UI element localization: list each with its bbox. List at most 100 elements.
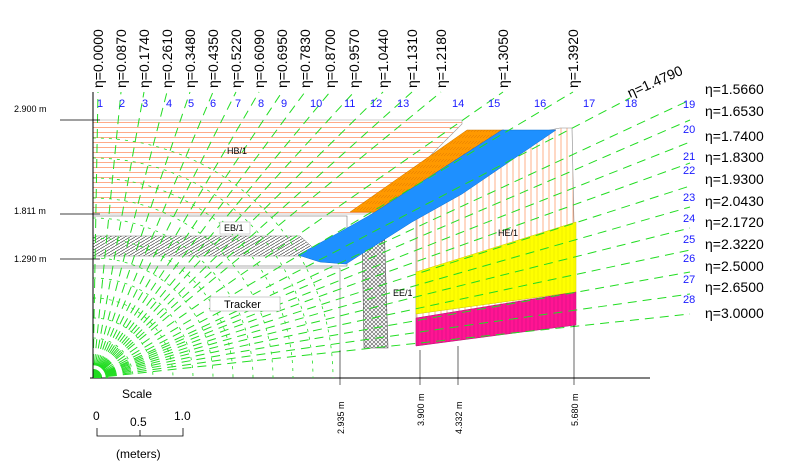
eta-right-label: η=1.9300 bbox=[705, 171, 764, 187]
top-eta-labels: η=0.0000 η=0.0870 η=0.1740 η=0.2610 η=0.3480… bbox=[90, 29, 581, 88]
eb-label-box bbox=[219, 221, 251, 235]
eta-line bbox=[92, 91, 145, 378]
z-dims: 2.935 m 3.900 m 4.332 m 5.680 m bbox=[336, 325, 580, 434]
eta-top-label: η=0.9570 bbox=[346, 29, 362, 88]
dim-3900: 3.900 m bbox=[416, 393, 426, 426]
eta-top-label: η=1.3050 bbox=[495, 29, 511, 88]
tracker-layer-arc bbox=[92, 217, 254, 378]
ee-label: EE/1 bbox=[393, 288, 413, 298]
tower-number: 18 bbox=[625, 98, 637, 110]
tower-number: 7 bbox=[235, 98, 241, 110]
eta-line bbox=[92, 313, 691, 378]
tracker-label-box bbox=[209, 296, 281, 312]
magenta-region bbox=[415, 291, 577, 347]
right-eta-labels: η=1.5660 η=1.6530 η=1.7400 η=1.8300 η=1.9300… bbox=[705, 81, 764, 321]
eta-right-label: η=2.1720 bbox=[705, 214, 764, 230]
eta-top-label: η=0.0870 bbox=[113, 29, 129, 88]
eta-top-label: η=0.6950 bbox=[274, 29, 290, 88]
eta-top-label: η=0.7830 bbox=[297, 29, 313, 88]
tower-number: 21 bbox=[683, 151, 695, 163]
eta-right-label: η=2.6500 bbox=[705, 279, 764, 295]
eta-line bbox=[92, 97, 631, 378]
tracker-layer-arc bbox=[92, 197, 274, 378]
eta-right-label: η=2.5000 bbox=[705, 258, 764, 274]
eta-line bbox=[92, 91, 260, 378]
scale-tick-0: 0 bbox=[93, 409, 100, 423]
tracker-outline bbox=[93, 267, 341, 350]
tower-number: 4 bbox=[166, 98, 172, 110]
eta-top-label: η=0.8700 bbox=[322, 29, 338, 88]
left-axis bbox=[60, 92, 100, 378]
tower-number: 14 bbox=[452, 98, 464, 110]
eta-right-label: η=1.8300 bbox=[705, 149, 764, 165]
tracker-layer-arc bbox=[92, 277, 194, 378]
tower-number: 9 bbox=[281, 98, 287, 110]
eta-top-label: η=1.0440 bbox=[375, 29, 391, 88]
tower-number: 6 bbox=[210, 98, 216, 110]
tower-numbers: 1 2 3 4 5 6 7 8 9 10 11 12 13 14 15 16 17 18 1920212223242… bbox=[97, 98, 695, 306]
eta-line bbox=[92, 91, 122, 378]
tower-number: 2 bbox=[119, 98, 125, 110]
tower-number: 1 bbox=[97, 98, 103, 110]
tower-number: 17 bbox=[583, 98, 595, 110]
eta-right-label: η=2.3220 bbox=[705, 236, 764, 252]
tracker-layer-arc bbox=[92, 317, 154, 378]
eta-line bbox=[92, 91, 331, 378]
eta-line bbox=[92, 271, 691, 378]
tower-number: 16 bbox=[534, 98, 546, 110]
eta-right-label: η=1.5660 bbox=[705, 81, 764, 97]
eta-top-label: η=0.6090 bbox=[251, 29, 267, 88]
tracker-layer-arc bbox=[92, 157, 314, 378]
dim-5680: 5.680 m bbox=[570, 393, 580, 426]
eta-line bbox=[92, 91, 168, 378]
dim-2900: 2.900 m bbox=[14, 104, 47, 114]
eta-line bbox=[92, 141, 691, 378]
eta-right-label: η=3.0000 bbox=[705, 305, 764, 321]
eta-lines bbox=[92, 91, 691, 378]
tower-number: 28 bbox=[683, 294, 695, 306]
tower-number: 8 bbox=[258, 98, 264, 110]
hb-label: HB/1 bbox=[227, 146, 247, 156]
tower-number: 12 bbox=[370, 98, 382, 110]
detector-regions bbox=[90, 119, 650, 379]
eta-line bbox=[92, 91, 384, 378]
tower-number: 25 bbox=[683, 234, 695, 246]
eta-line bbox=[92, 91, 237, 378]
scale-tick-1: 1.0 bbox=[174, 409, 191, 423]
tower-number: 15 bbox=[488, 98, 500, 110]
eta-line bbox=[92, 91, 99, 378]
eta-line bbox=[92, 91, 442, 378]
eta-top-label: η=0.3480 bbox=[182, 29, 198, 88]
scale-tick-05: 0.5 bbox=[130, 415, 147, 429]
eta-right-label: η=2.0430 bbox=[705, 193, 764, 209]
eta-top-label: η=1.1310 bbox=[404, 29, 420, 88]
eta-top-label: η=1.2180 bbox=[433, 29, 449, 88]
eta-top-label: η=0.4350 bbox=[205, 29, 221, 88]
tracker-label: Tracker bbox=[224, 299, 261, 311]
eta-diagonal-label: η=1.4790 bbox=[625, 62, 685, 101]
eta-line bbox=[92, 162, 691, 378]
dim-1811: 1.811 m bbox=[14, 206, 46, 216]
tracker-layer-arc bbox=[92, 137, 334, 378]
tower-number: 5 bbox=[188, 98, 194, 110]
tower-number: 22 bbox=[683, 165, 695, 177]
eta-line bbox=[92, 91, 355, 378]
tower-number: 13 bbox=[397, 98, 409, 110]
eta-line bbox=[92, 119, 691, 378]
dim-1290: 1.290 m bbox=[14, 254, 47, 264]
tower-number: 27 bbox=[683, 274, 695, 286]
tracker-layer-arc bbox=[92, 257, 214, 378]
tower-number: 24 bbox=[683, 213, 695, 225]
eta-top-label: η=1.3920 bbox=[565, 29, 581, 88]
tower-number: 19 bbox=[683, 99, 695, 111]
eta-right-label: η=1.6530 bbox=[705, 103, 764, 119]
dim-2935: 2.935 m bbox=[336, 401, 346, 434]
dim-4332: 4.332 m bbox=[454, 401, 464, 434]
tower-number: 3 bbox=[142, 98, 148, 110]
eta-line bbox=[92, 99, 691, 378]
tower-number: 26 bbox=[683, 253, 695, 265]
eta-right-label: η=1.7400 bbox=[705, 128, 764, 144]
he-label: HE/1 bbox=[498, 228, 518, 238]
scale-bar: Scale 0 0.5 1.0 (meters) bbox=[93, 387, 191, 461]
